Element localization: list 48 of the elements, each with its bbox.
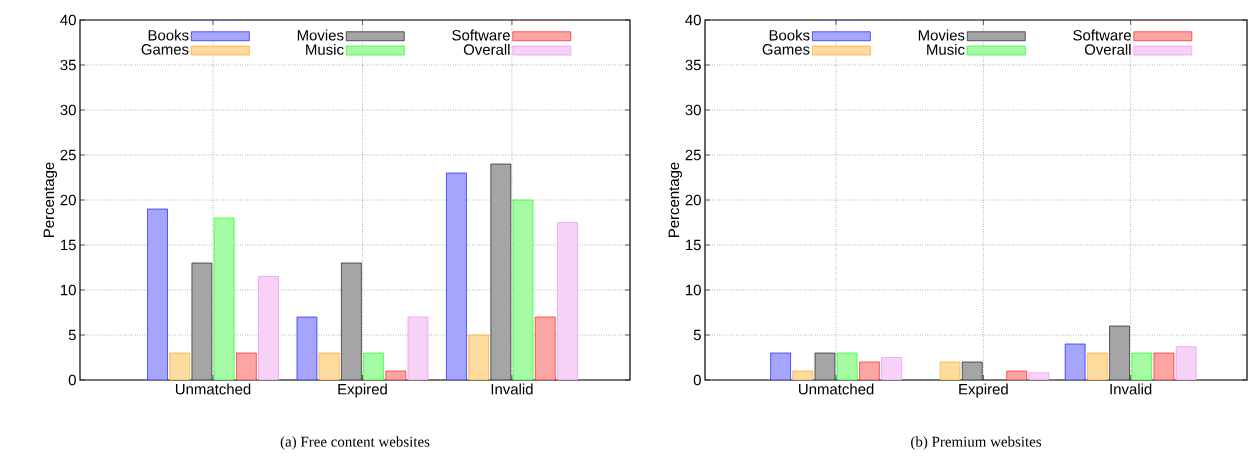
bar — [534, 316, 556, 380]
x-tick-label: Unmatched — [799, 383, 874, 395]
bar — [258, 276, 279, 380]
y-tick-label: 40 — [60, 14, 76, 26]
legend-label: Movies — [918, 29, 965, 41]
bar — [147, 208, 168, 380]
x-tick-label: Invalid — [1110, 383, 1152, 395]
y-tick-label: 25 — [60, 149, 76, 161]
x-tick-label: Invalid — [491, 383, 533, 395]
bar — [490, 163, 512, 380]
y-tick-label: 20 — [685, 194, 701, 206]
legend-label: Music — [306, 43, 344, 55]
y-tick-label: 10 — [61, 284, 76, 296]
legend-label: Games — [141, 44, 189, 55]
y-tick-label: 5 — [68, 329, 76, 341]
legend-label: Books — [769, 29, 810, 41]
y-tick-label: 15 — [61, 239, 76, 251]
y-tick-label: 5 — [693, 329, 701, 341]
legend-label: Games — [762, 44, 810, 55]
y-tick-label: 40 — [685, 14, 701, 26]
y-axis-title: Percentage — [43, 162, 58, 237]
y-tick-label: 15 — [686, 239, 701, 251]
y-axis-title: Percentage — [668, 162, 683, 237]
bar — [341, 262, 362, 380]
y-tick-label: 25 — [685, 149, 701, 161]
legend-label: Overall — [1084, 43, 1131, 55]
legend-label: Software — [452, 29, 510, 41]
bar — [468, 334, 489, 380]
y-tick-label: 0 — [68, 374, 76, 386]
y-tick-label: 0 — [693, 374, 701, 386]
legend-label: Overall — [463, 43, 510, 55]
legend-label: Music — [927, 43, 965, 55]
legend-label: Movies — [297, 29, 344, 41]
legend-label: Books — [148, 29, 189, 41]
bar — [446, 172, 467, 380]
y-tick-label: 30 — [60, 104, 76, 116]
text: (a) Free content websites — [280, 436, 430, 450]
y-tick-label: 35 — [60, 59, 76, 71]
text: (b) Premium websites — [911, 436, 1042, 450]
bar — [557, 222, 578, 380]
x-tick-label: Unmatched — [175, 383, 251, 395]
y-tick-label: 10 — [686, 284, 701, 296]
x-tick-label: Expired — [959, 383, 1008, 398]
y-tick-label: 30 — [685, 104, 701, 116]
legend-label: Software — [1073, 29, 1131, 41]
y-tick-label: 20 — [60, 194, 76, 206]
x-tick-label: Expired — [338, 383, 387, 398]
y-tick-label: 35 — [685, 59, 701, 71]
